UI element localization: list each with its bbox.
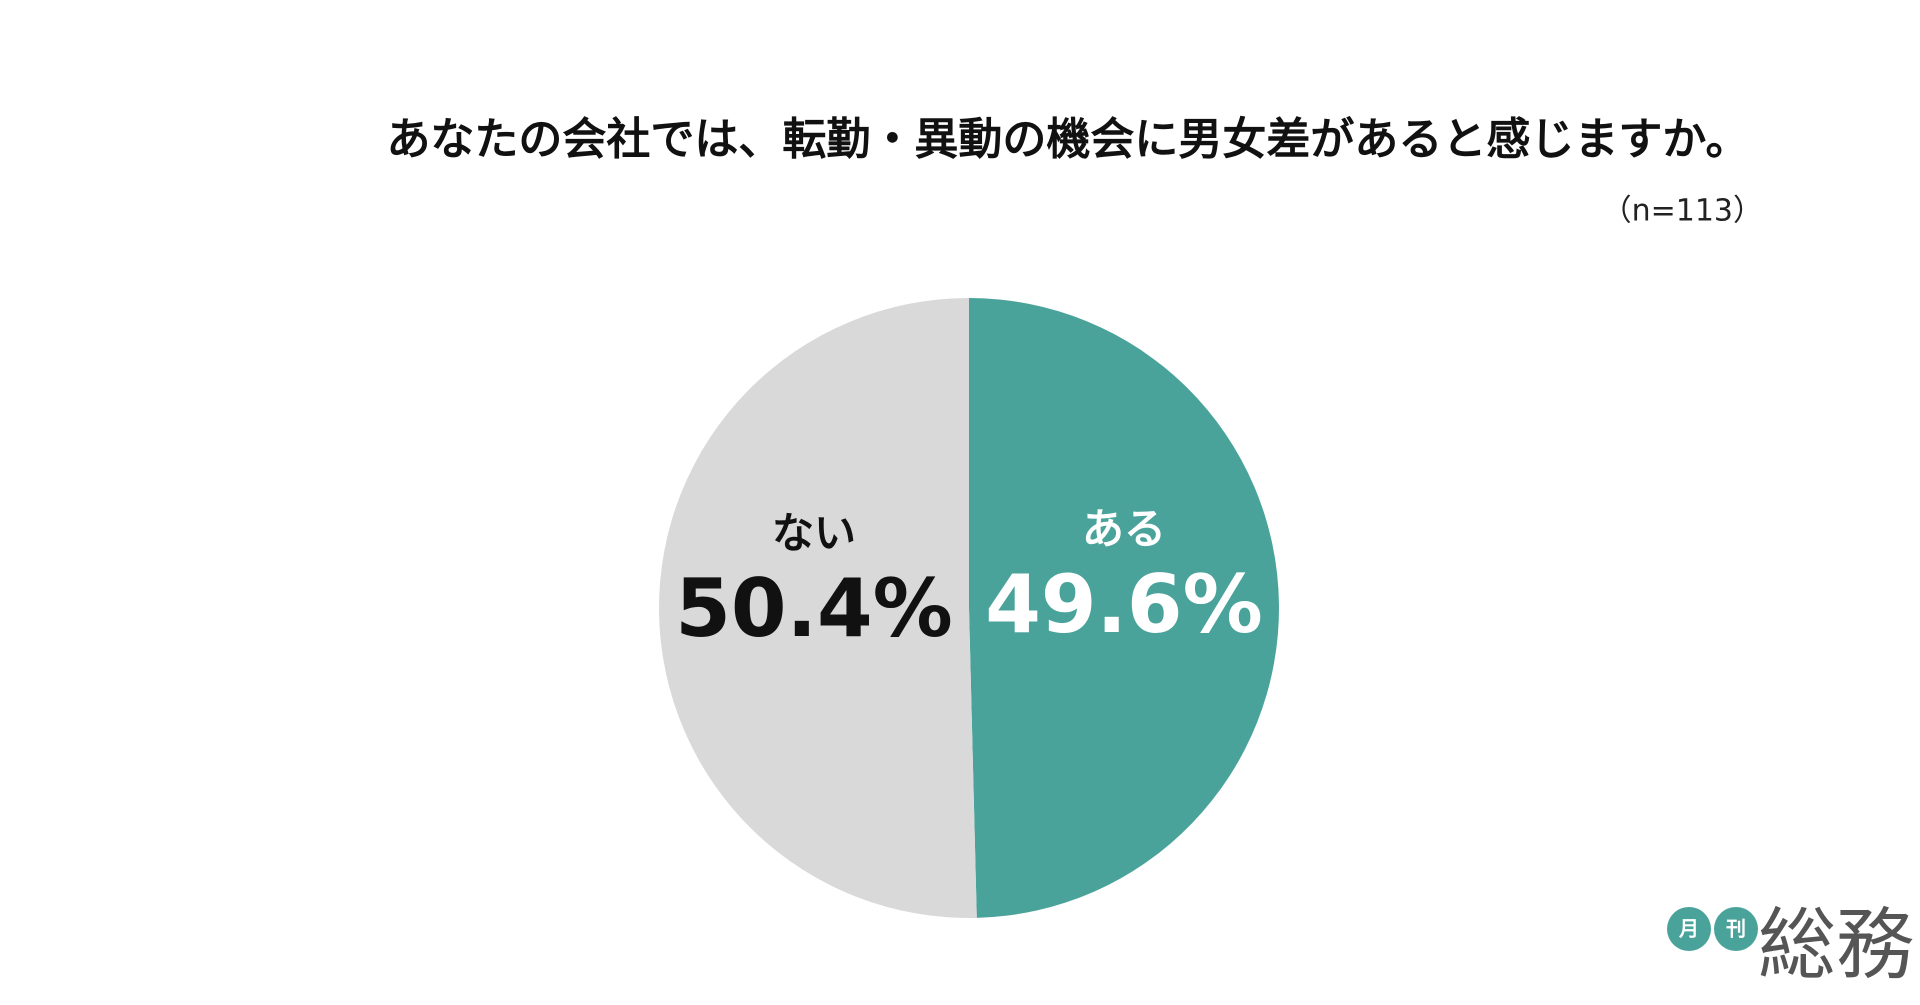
logo-mark: 月 — [1678, 917, 1699, 941]
pie-slice — [969, 298, 1279, 918]
logo-circle — [1667, 907, 1711, 951]
chart-subtitle: （n=113） — [1602, 194, 1763, 229]
logo: 月 刊 総務 — [1667, 900, 1914, 990]
value-label: 50.4% — [675, 562, 953, 655]
logo-circle — [1714, 907, 1758, 951]
category-label: ある — [1082, 505, 1166, 554]
logo-mark: 刊 — [1726, 917, 1746, 941]
logo-name: 総務 — [1758, 900, 1914, 990]
category-label: ない — [772, 508, 856, 557]
pie-slice — [658, 298, 977, 919]
chart-title: あなたの会社では、転勤・異動の機会に男女差があると感じますか。 — [386, 114, 1749, 165]
value-label: 49.6% — [985, 558, 1263, 651]
